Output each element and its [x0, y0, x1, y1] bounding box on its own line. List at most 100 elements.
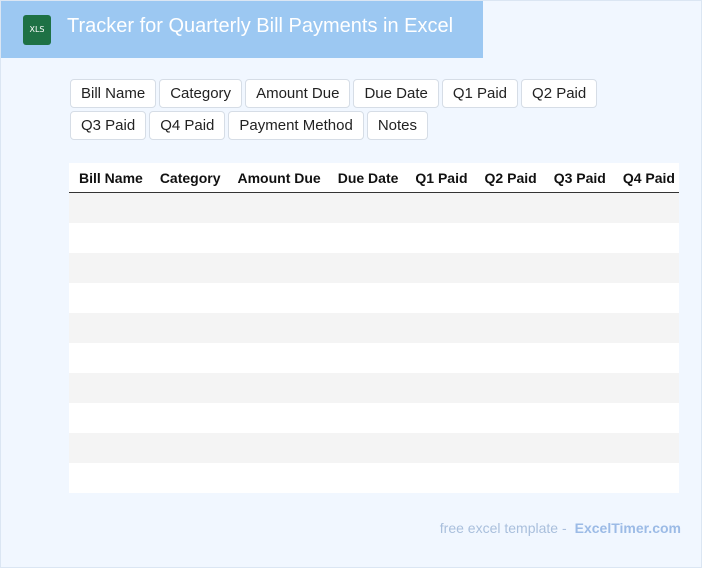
table-cell	[227, 463, 328, 493]
column-header: Category	[149, 163, 228, 193]
column-header: Bill Name	[69, 163, 150, 193]
table-cell	[149, 313, 228, 343]
table-cell	[227, 253, 328, 283]
column-header: Amount Due	[227, 163, 328, 193]
table-cell	[327, 343, 406, 373]
field-chip[interactable]: Notes	[366, 111, 428, 140]
table-cell	[474, 313, 544, 343]
table-row	[69, 373, 679, 403]
page-title: Tracker for Quarterly Bill Payments in E…	[67, 15, 454, 37]
table-cell	[405, 343, 475, 373]
table-cell	[543, 283, 613, 313]
table-cell	[227, 433, 328, 463]
table-row	[69, 403, 679, 433]
table-cell	[227, 403, 328, 433]
table-cell	[327, 223, 406, 253]
table-cell	[69, 283, 150, 313]
table-cell	[405, 433, 475, 463]
table-cell	[69, 343, 150, 373]
table-cell	[149, 463, 228, 493]
table-cell	[612, 433, 679, 463]
table-cell	[405, 283, 475, 313]
table-wrap: Bill Name Category Amount Due Due Date Q1 Pa…	[69, 163, 679, 493]
column-header: Due Date	[327, 163, 406, 193]
table-cell	[227, 313, 328, 343]
table-cell	[543, 253, 613, 283]
column-header: Q2 Paid	[474, 163, 544, 193]
table-cell	[543, 223, 613, 253]
table-cell	[405, 223, 475, 253]
table-cell	[149, 223, 228, 253]
table-cell	[69, 373, 150, 403]
table-cell	[149, 373, 228, 403]
column-header: Q3 Paid	[543, 163, 613, 193]
table-cell	[405, 192, 475, 223]
table-cell	[543, 343, 613, 373]
table-cell	[612, 192, 679, 223]
table-cell	[149, 253, 228, 283]
table-cell	[327, 253, 406, 283]
field-chip[interactable]: Due Date	[353, 79, 439, 108]
table-cell	[327, 433, 406, 463]
table-cell	[543, 192, 613, 223]
column-header: Q4 Paid	[612, 163, 679, 193]
table-cell	[612, 283, 679, 313]
table-cell	[405, 313, 475, 343]
table-cell	[543, 403, 613, 433]
table-cell	[69, 192, 150, 223]
table-cell	[149, 343, 228, 373]
field-chip[interactable]: Q1 Paid	[441, 79, 519, 108]
table-cell	[327, 313, 406, 343]
field-chip[interactable]: Q3 Paid	[70, 111, 147, 140]
table-body	[69, 192, 679, 493]
table-cell	[474, 223, 544, 253]
table-cell	[227, 373, 328, 403]
table-cell	[327, 283, 406, 313]
app-icon: XLS	[23, 15, 51, 45]
table-cell	[405, 403, 475, 433]
field-chip[interactable]: Q4 Paid	[149, 111, 226, 140]
field-chip[interactable]: Bill Name	[70, 79, 157, 108]
table-row	[69, 313, 679, 343]
table-cell	[405, 253, 475, 283]
table-cell	[474, 403, 544, 433]
table-cell	[405, 373, 475, 403]
table-cell	[612, 463, 679, 493]
table-cell	[327, 403, 406, 433]
table-row	[69, 433, 679, 463]
table-cell	[612, 223, 679, 253]
table-cell	[474, 192, 544, 223]
footer: free excel template - ExcelTimer.com	[440, 520, 681, 536]
field-chip[interactable]: Payment Method	[228, 111, 364, 140]
table-cell	[69, 253, 150, 283]
field-chip[interactable]: Q2 Paid	[521, 79, 598, 108]
table-row	[69, 223, 679, 253]
column-header: Q1 Paid	[405, 163, 475, 193]
table-cell	[327, 373, 406, 403]
table-row	[69, 283, 679, 313]
field-chip[interactable]: Category	[159, 79, 243, 108]
field-chip[interactable]: Amount Due	[245, 79, 351, 108]
table-cell	[69, 403, 150, 433]
chip-list: Bill Name Category Amount Due Due Date Q1 Pa…	[70, 79, 665, 140]
table-cell	[474, 463, 544, 493]
table-cell	[543, 433, 613, 463]
table-cell	[612, 343, 679, 373]
table-cell	[149, 192, 228, 223]
table-cell	[149, 283, 228, 313]
table-cell	[227, 223, 328, 253]
header-row: Bill Name Category Amount Due Due Date Q1 Pa…	[69, 163, 679, 193]
header: XLS Tracker for Quarterly Bill Payments …	[1, 1, 483, 58]
table-cell	[327, 192, 406, 223]
table-row	[69, 343, 679, 373]
table-cell	[327, 463, 406, 493]
table-cell	[543, 313, 613, 343]
table-cell	[227, 192, 328, 223]
table-cell	[474, 253, 544, 283]
table-cell	[474, 373, 544, 403]
table-cell	[543, 463, 613, 493]
table-cell	[69, 223, 150, 253]
footer-link[interactable]: ExcelTimer.com	[574, 520, 681, 536]
table-cell	[69, 463, 150, 493]
